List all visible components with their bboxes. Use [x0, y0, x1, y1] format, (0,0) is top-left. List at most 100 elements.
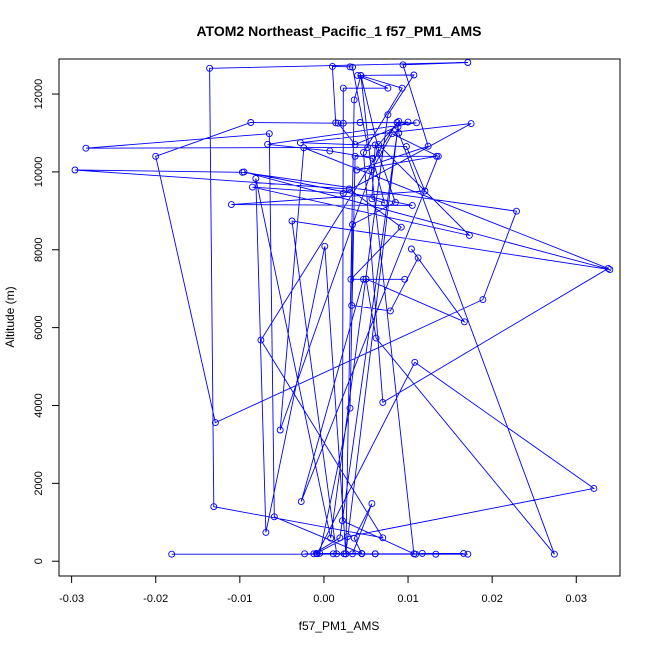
data-point — [346, 63, 354, 71]
data-point — [71, 166, 79, 174]
data-point — [262, 528, 270, 536]
data-point — [300, 144, 308, 152]
data-point — [356, 119, 364, 126]
data-point — [351, 152, 359, 160]
data-point — [513, 207, 520, 215]
data-point — [297, 498, 305, 506]
y-tick-label: 4000 — [33, 393, 45, 417]
data-point — [339, 119, 347, 127]
data-point — [375, 141, 383, 149]
y-tick-label: 0 — [33, 558, 45, 564]
data-point — [296, 139, 304, 147]
y-axis-label: Altitude (m) — [3, 286, 17, 347]
data-point — [379, 534, 387, 542]
data-point — [368, 500, 376, 508]
x-tick-label: 0.00 — [313, 593, 334, 605]
data-point — [327, 534, 335, 542]
y-tick-label: 12000 — [33, 79, 45, 110]
data-point — [404, 118, 412, 126]
data-point — [360, 148, 367, 156]
data-point — [362, 275, 370, 283]
data-point — [265, 130, 273, 138]
data-point — [408, 201, 416, 209]
data-point — [401, 275, 409, 283]
y-tick-label: 10000 — [33, 157, 45, 188]
data-point — [399, 61, 407, 69]
data-point — [347, 275, 355, 283]
data-point — [227, 201, 235, 209]
data-point — [604, 264, 612, 272]
data-point — [312, 549, 320, 557]
data-point — [342, 550, 350, 558]
data-point — [402, 143, 410, 151]
data-point — [432, 550, 440, 558]
data-point — [550, 550, 558, 558]
data-point — [357, 71, 365, 79]
data-point — [418, 549, 426, 557]
y-tick-label: 6000 — [33, 315, 45, 339]
data-point — [344, 533, 351, 541]
y-axis: 0 2000 4000 6000 8000 10000 12000 — [33, 79, 60, 564]
x-tick-label: 0.01 — [397, 593, 418, 605]
data-point — [388, 130, 396, 138]
data-point — [350, 96, 358, 104]
x-tick-label: -0.03 — [59, 593, 84, 605]
data-point — [264, 140, 272, 148]
data-point — [333, 550, 341, 558]
data-point — [211, 419, 219, 427]
data-point — [410, 71, 418, 79]
data-point — [384, 111, 392, 119]
data-point — [276, 426, 284, 434]
chart-title: ATOM2 Northeast_Pacific_1 f57_PM1_AMS — [196, 23, 481, 39]
data-point — [328, 62, 336, 70]
data-point — [360, 275, 367, 283]
data-point — [413, 119, 420, 127]
data-point — [460, 318, 468, 326]
data-point — [152, 152, 160, 160]
data-point — [414, 254, 422, 262]
data-point — [364, 143, 372, 151]
y-tick-label: 2000 — [33, 471, 45, 495]
data-point — [310, 550, 318, 558]
data-point — [371, 141, 379, 149]
data-point — [353, 166, 361, 174]
data-point — [394, 123, 402, 131]
data-point — [334, 119, 342, 127]
data-point — [354, 71, 362, 79]
x-tick-label: -0.01 — [227, 593, 252, 605]
series-line — [74, 62, 611, 555]
data-point — [257, 336, 265, 344]
data-point — [421, 187, 429, 195]
data-point — [336, 534, 344, 542]
data-point — [248, 183, 256, 191]
data-point — [393, 119, 401, 126]
x-axis-label: f57_PM1_AMS — [299, 619, 380, 633]
data-point — [339, 189, 347, 197]
data-point — [240, 168, 248, 176]
data-point — [397, 223, 405, 231]
data-point — [349, 221, 356, 228]
series-layer — [71, 59, 614, 558]
data-point — [381, 199, 388, 207]
x-tick-label: 0.02 — [481, 593, 502, 605]
data-point — [410, 550, 418, 558]
data-point — [371, 550, 379, 558]
x-axis: -0.03 -0.02 -0.01 0.00 0.01 0.02 0.03 — [59, 575, 587, 605]
data-point — [376, 150, 383, 158]
data-point — [379, 398, 387, 406]
data-point — [384, 84, 392, 92]
data-point — [590, 484, 598, 492]
data-point — [338, 517, 346, 525]
data-point — [368, 166, 376, 174]
data-point — [386, 307, 394, 315]
data-point — [460, 549, 468, 557]
data-point — [346, 404, 354, 412]
data-point — [358, 549, 366, 557]
x-tick-label: 0.03 — [566, 593, 587, 605]
data-point — [395, 117, 403, 125]
data-point — [168, 550, 176, 558]
data-point — [372, 334, 380, 342]
